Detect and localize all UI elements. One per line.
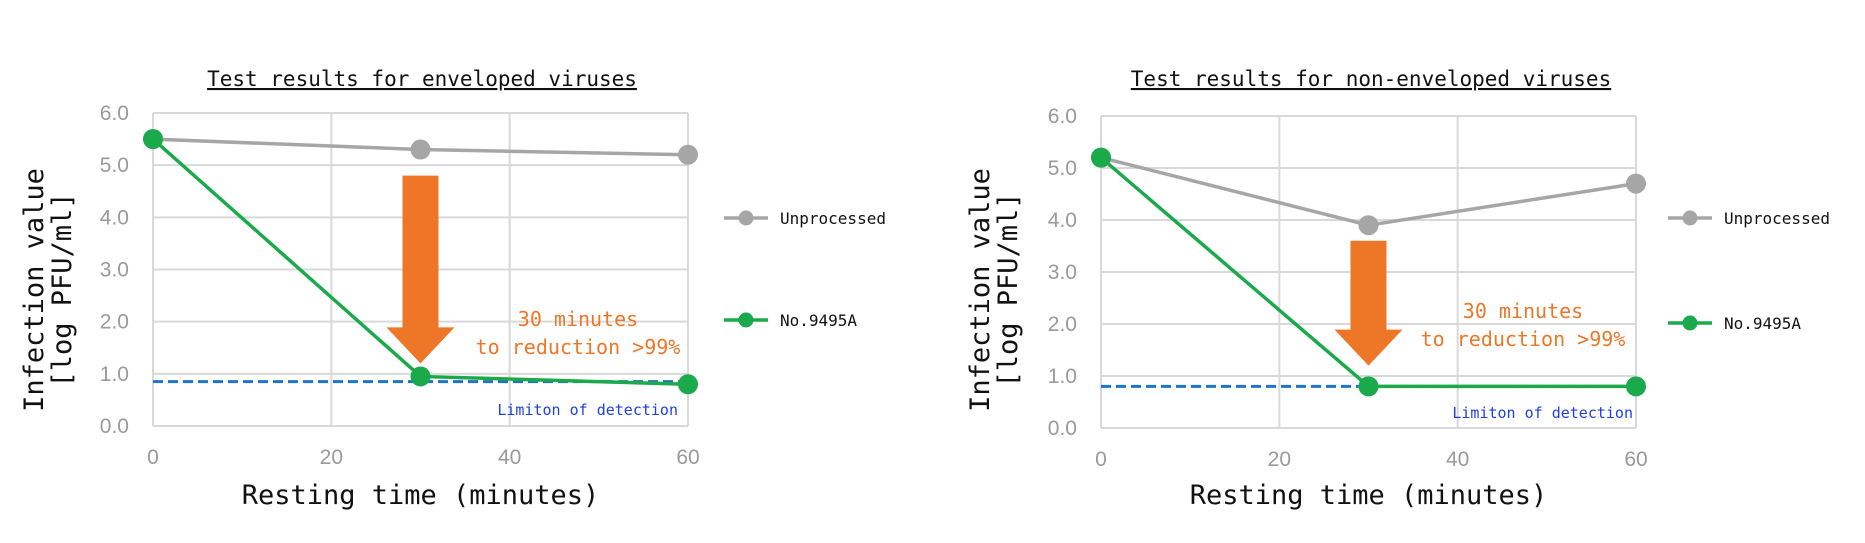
- x-tick-label: 0: [1095, 448, 1107, 471]
- x-tick-label: 0: [147, 446, 159, 469]
- chart-title: Test results for non-enveloped viruses: [1131, 67, 1611, 91]
- legend-item-unprocessed: Unprocessed: [724, 209, 886, 228]
- legend-label: Unprocessed: [1724, 209, 1830, 228]
- y-axis-title-line2: [log PFU/ml]: [993, 192, 1024, 387]
- y-tick-label: 1.0: [100, 363, 129, 386]
- y-tick-label: 6.0: [1048, 105, 1077, 128]
- x-tick-label: 20: [1268, 448, 1291, 471]
- x-axis-title: Resting time (minutes): [1190, 480, 1548, 511]
- legend-swatch-marker: [738, 210, 754, 226]
- annotation-text-line1: 30 minutes: [518, 307, 638, 331]
- y-tick-label: 3.0: [100, 259, 129, 282]
- legend-label: No.9495A: [780, 311, 857, 330]
- data-point-no9495a: [1626, 376, 1646, 397]
- detection-limit-label: Limiton of detection: [1452, 404, 1633, 422]
- y-tick-label: 0.0: [1048, 417, 1077, 440]
- y-tick-label: 0.0: [100, 415, 129, 438]
- legend-swatch-marker: [1682, 210, 1698, 226]
- data-point-unprocessed: [1358, 215, 1379, 236]
- annotation-text-line1: 30 minutes: [1463, 299, 1583, 323]
- y-axis-title-line2: [log PFU/ml]: [47, 192, 78, 387]
- x-tick-label: 20: [320, 446, 343, 469]
- data-point-no9495a: [1091, 147, 1111, 168]
- y-tick-label: 5.0: [100, 154, 129, 177]
- y-tick-label: 4.0: [100, 206, 129, 229]
- reduction-arrow: [1334, 240, 1403, 366]
- legend-label: No.9495A: [1724, 314, 1801, 333]
- chart-panel-1: Test results for enveloped viruses 0.0 1.0…: [19, 67, 886, 511]
- data-point-no9495a: [678, 374, 698, 395]
- y-tick-label: 2.0: [100, 311, 129, 334]
- legend-label: Unprocessed: [780, 209, 886, 228]
- x-axis-title: Resting time (minutes): [242, 480, 600, 511]
- y-tick-label: 3.0: [1048, 261, 1077, 284]
- legend-item-unprocessed: Unprocessed: [1668, 209, 1830, 228]
- legend-swatch-marker: [738, 312, 754, 328]
- data-point-no9495a: [1358, 376, 1379, 397]
- legend-swatch-marker: [1682, 315, 1698, 331]
- x-tick-label: 40: [1446, 448, 1469, 471]
- chart-title: Test results for enveloped viruses: [207, 67, 637, 91]
- y-axis-title-line1: Infection value: [19, 168, 50, 412]
- x-tick-label: 40: [498, 446, 521, 469]
- data-point-unprocessed: [678, 144, 698, 165]
- y-tick-label: 1.0: [1048, 365, 1077, 388]
- chart-panel-2: Test results for non-enveloped viruses 0.…: [965, 67, 1830, 511]
- detection-limit-label: Limiton of detection: [497, 401, 678, 419]
- data-point-unprocessed: [410, 139, 431, 160]
- data-point-no9495a: [410, 366, 431, 387]
- reduction-arrow: [386, 175, 455, 364]
- legend-item-no9495a: No.9495A: [724, 311, 857, 330]
- annotation-text-line2: to reduction >99%: [1421, 327, 1626, 351]
- y-axis-title-line1: Infection value: [965, 168, 996, 412]
- y-tick-label: 4.0: [1048, 209, 1077, 232]
- legend-item-no9495a: No.9495A: [1668, 314, 1801, 333]
- x-tick-label: 60: [676, 446, 699, 469]
- y-tick-label: 6.0: [100, 102, 129, 125]
- annotation-text-line2: to reduction >99%: [476, 335, 681, 359]
- y-tick-label: 5.0: [1048, 157, 1077, 180]
- y-tick-label: 2.0: [1048, 313, 1077, 336]
- data-point-no9495a: [143, 129, 163, 150]
- data-point-unprocessed: [1626, 173, 1646, 194]
- x-tick-label: 60: [1624, 448, 1647, 471]
